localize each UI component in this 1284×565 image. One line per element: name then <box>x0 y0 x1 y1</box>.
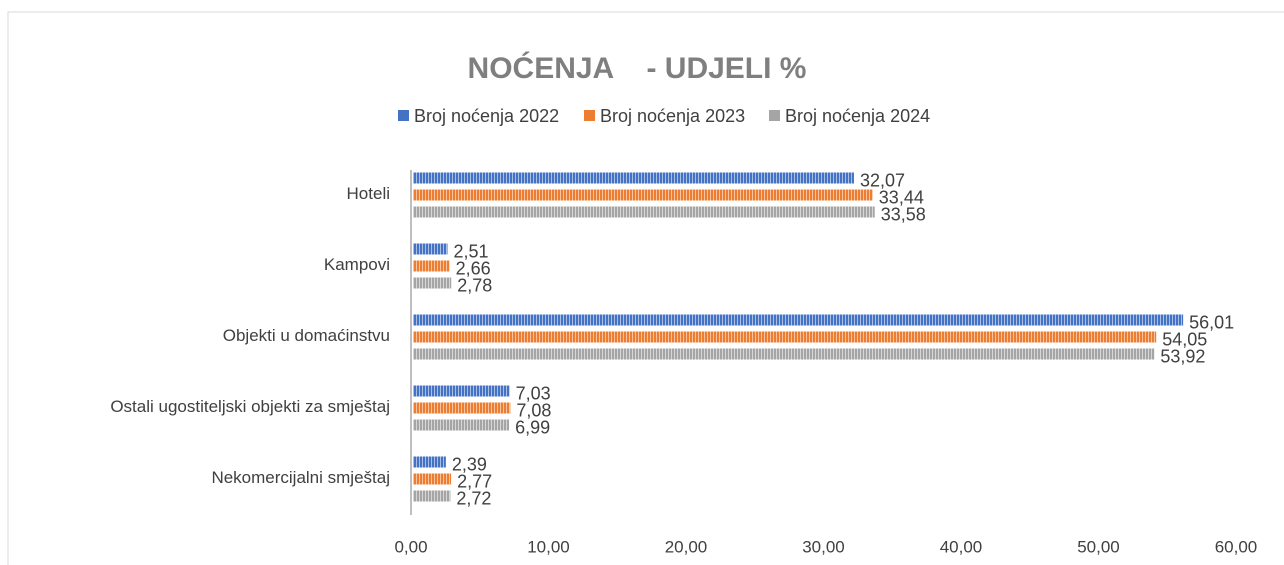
chart-title: NOĆENJA - UDJELI % <box>468 51 807 85</box>
legend-label: Broj noćenja 2022 <box>414 106 560 126</box>
bar <box>413 456 446 468</box>
data-label: 2,72 <box>456 488 491 508</box>
x-tick-label: 20,00 <box>665 537 708 556</box>
y-tick-label: Hoteli <box>347 184 390 203</box>
y-tick-label: Objekti u domaćinstvu <box>223 326 390 345</box>
bar <box>413 385 510 397</box>
data-label: 2,39 <box>452 454 487 474</box>
bar <box>413 490 451 502</box>
legend-swatch <box>398 110 409 121</box>
y-tick-label: Ostali ugostiteljski objekti za smještaj <box>110 397 390 416</box>
bar <box>413 314 1184 326</box>
legend-item: Broj noćenja 2024 <box>763 102 935 130</box>
legend-swatch <box>584 110 595 121</box>
bar <box>413 473 452 485</box>
legend-item: Broj noćenja 2022 <box>392 102 564 130</box>
data-label: 32,07 <box>860 170 905 190</box>
data-label: 7,03 <box>516 383 551 403</box>
x-tick-label: 0,00 <box>394 537 427 556</box>
data-label: 33,44 <box>879 187 924 207</box>
bar <box>413 331 1157 343</box>
y-tick-label: Kampovi <box>324 255 390 274</box>
x-tick-label: 30,00 <box>802 537 845 556</box>
legend-item: Broj noćenja 2023 <box>578 102 750 130</box>
x-tick-label: 50,00 <box>1077 537 1120 556</box>
bar <box>413 260 450 272</box>
bar <box>413 277 452 289</box>
data-label: 2,77 <box>457 471 492 491</box>
data-label: 7,08 <box>516 400 551 420</box>
chart-border <box>7 11 1284 565</box>
data-label: 6,99 <box>515 417 550 437</box>
y-tick-label: Nekomercijalni smještaj <box>211 468 390 487</box>
x-tick-label: 10,00 <box>527 537 570 556</box>
bar <box>413 419 510 431</box>
data-label: 33,58 <box>881 204 926 224</box>
bar <box>413 172 854 184</box>
bar <box>413 206 875 218</box>
bar <box>413 189 873 201</box>
legend-label: Broj noćenja 2023 <box>600 106 746 126</box>
data-label: 53,92 <box>1160 346 1205 366</box>
data-label: 56,01 <box>1189 312 1234 332</box>
x-tick-label: 40,00 <box>940 537 983 556</box>
data-label: 2,66 <box>456 258 491 278</box>
data-label: 2,78 <box>457 275 492 295</box>
legend-swatch <box>769 110 780 121</box>
data-label: 2,51 <box>454 241 489 261</box>
data-label: 54,05 <box>1162 329 1207 349</box>
x-tick-label: 60,00 <box>1215 537 1258 556</box>
legend-label: Broj noćenja 2024 <box>785 106 931 126</box>
bar <box>413 348 1155 360</box>
bar <box>413 243 448 255</box>
bar <box>413 402 511 414</box>
